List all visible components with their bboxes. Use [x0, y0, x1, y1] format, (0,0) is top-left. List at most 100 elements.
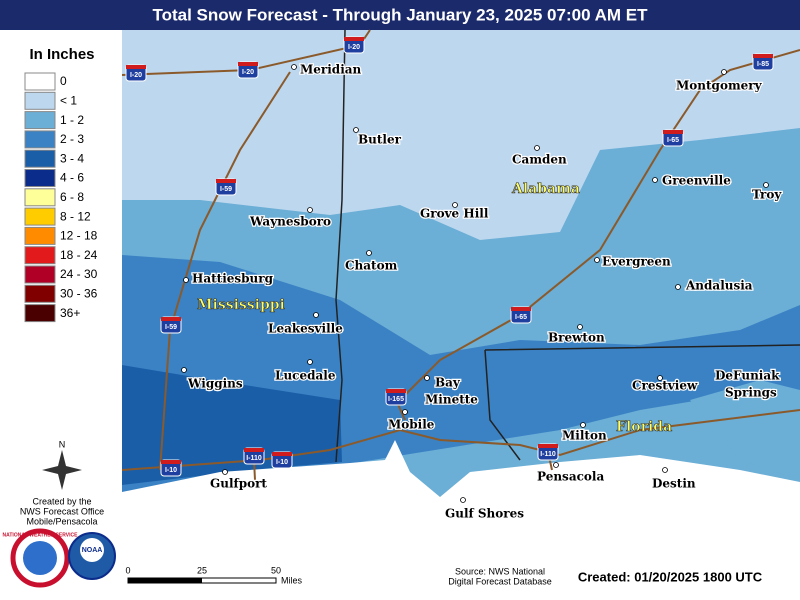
city-dot	[222, 469, 228, 475]
shield-label: I-10	[165, 467, 177, 474]
legend-label: 30 - 36	[60, 286, 98, 300]
legend-swatch	[24, 284, 56, 303]
legend-label: 0	[60, 74, 67, 88]
city-dot	[662, 467, 668, 473]
city-label: Bay	[435, 376, 461, 390]
city-label: Grove Hill	[420, 207, 489, 221]
shield-label: I-65	[667, 137, 679, 144]
legend-label: 4 - 6	[60, 171, 84, 185]
city-dot	[594, 257, 600, 263]
shield-label: I-65	[515, 314, 527, 321]
shield-top	[538, 444, 558, 448]
shield-label: I-85	[757, 61, 769, 68]
city-dot	[424, 375, 430, 381]
city-dot	[366, 250, 372, 256]
shield-top	[216, 179, 236, 183]
nws-logo-inner	[23, 541, 57, 575]
legend-title: In Inches	[29, 46, 94, 63]
city-label: Pensacola	[537, 470, 604, 484]
legend-label: 18 - 24	[60, 248, 98, 262]
city-label: Gulfport	[210, 477, 267, 491]
scale-unit: Miles	[281, 575, 303, 585]
city-label: Butler	[358, 133, 402, 147]
shield-label: I-59	[165, 324, 177, 331]
shield-top	[663, 130, 683, 134]
overlay: 0 < 1 1 - 2 2 - 3 3 - 4 4 - 6 6 - 8 8 - 12 12 - …	[3, 36, 784, 588]
shield-top	[161, 317, 181, 321]
shield-top	[753, 54, 773, 58]
city-label: Leakesville	[268, 322, 343, 336]
city-label: Chatom	[345, 259, 398, 273]
legend-swatch	[24, 111, 56, 130]
shield-top	[244, 448, 264, 452]
city-label: Springs	[725, 386, 777, 400]
shield-top	[126, 65, 146, 69]
title-bar	[0, 0, 800, 30]
city-dot	[307, 207, 313, 213]
city-label: Milton	[562, 429, 607, 443]
shield-label: I-20	[348, 44, 360, 51]
shield-label: I-110	[540, 451, 556, 458]
compass	[42, 450, 82, 490]
legend-swatch	[24, 246, 56, 265]
legend-label: < 1	[60, 93, 77, 107]
credit-line: NWS Forecast Office	[20, 506, 104, 516]
legend-label: 12 - 18	[60, 229, 98, 243]
title: Total Snow Forecast - Through January 23…	[152, 5, 648, 24]
shield-label: I-20	[242, 69, 254, 76]
city-dot	[452, 202, 458, 208]
city-dot	[553, 462, 559, 468]
legend-label: 6 - 8	[60, 190, 84, 204]
city-dot	[767, 389, 773, 395]
source-line: Digital Forecast Database	[448, 576, 552, 586]
legend-label: 8 - 12	[60, 209, 91, 223]
legend-swatch	[24, 149, 56, 168]
city-dot	[652, 177, 658, 183]
city-label: Destin	[652, 477, 696, 491]
shield-top	[344, 37, 364, 41]
city-dot	[675, 284, 681, 290]
credit-line: Created by the	[32, 496, 91, 506]
city-dot	[181, 367, 187, 373]
city-dot	[763, 182, 769, 188]
shield-top	[238, 62, 258, 66]
city-dot	[580, 422, 586, 428]
map-area	[121, 29, 800, 570]
city-label: Hattiesburg	[192, 272, 274, 286]
legend-swatch	[24, 188, 56, 207]
city-label: Greenville	[662, 174, 731, 188]
legend-swatch	[24, 265, 56, 284]
city-dot	[291, 64, 297, 70]
source-line: Source: NWS National	[455, 566, 545, 576]
shield-top	[272, 452, 292, 456]
scale-label: 25	[197, 565, 207, 575]
legend-swatch	[24, 226, 56, 245]
city-label: DeFuniak	[715, 369, 780, 383]
city-dot	[183, 277, 189, 283]
city-label: Evergreen	[602, 255, 671, 269]
legend-label: 24 - 30	[60, 267, 98, 281]
city-dot	[460, 497, 466, 503]
shield-top	[161, 460, 181, 464]
city-label: Brewton	[548, 331, 605, 345]
shield-label: I-165	[388, 396, 404, 403]
city-label: Montgomery	[676, 79, 763, 93]
city-label: Gulf Shores	[445, 507, 524, 521]
state-label: Florida	[616, 419, 672, 435]
legend-swatch	[24, 91, 56, 110]
shield-top	[511, 307, 531, 311]
created-stamp: Created: 01/20/2025 1800 UTC	[578, 569, 763, 584]
city-label: Mobile	[388, 418, 435, 432]
compass-label: N	[59, 439, 66, 449]
legend-swatch	[24, 169, 56, 187]
city-dot	[402, 409, 408, 415]
shield-top	[386, 389, 406, 393]
city-label: Waynesboro	[249, 215, 331, 229]
legend-swatch	[24, 72, 56, 91]
city-label: Camden	[512, 153, 567, 167]
legend-swatch	[24, 130, 56, 149]
city-dot	[534, 145, 540, 151]
city-dot	[657, 375, 663, 381]
credit-line: Mobile/Pensacola	[26, 516, 97, 526]
